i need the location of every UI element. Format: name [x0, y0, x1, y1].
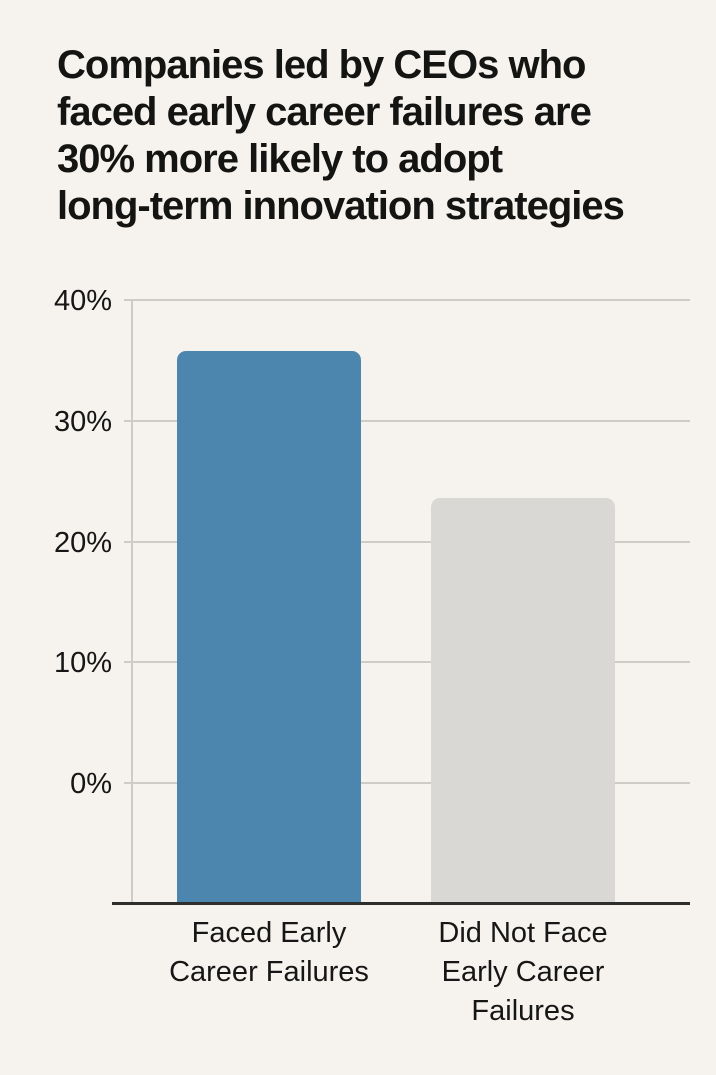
gridline-20% [124, 540, 690, 543]
y-tick-label-20%: 20% [53, 526, 112, 559]
gridline-0% [124, 782, 690, 785]
gridline-30% [124, 419, 690, 422]
x-axis-label-line: Career Failures [169, 956, 369, 988]
x-axis-label-2: Did Not Face Early Career Failures [393, 914, 653, 1031]
x-axis-line [112, 902, 690, 905]
x-axis-label-line: Did Not Face [438, 917, 608, 949]
chart-title-line-1: Companies led by CEOs who [57, 43, 586, 87]
chart-title-line-2: faced early career failures are [57, 90, 592, 134]
chart-title: Companies led by CEOs who faced early ca… [57, 42, 707, 230]
chart-title-line-4: long-term innovation strategies [57, 184, 625, 228]
y-tick-label-10%: 10% [53, 647, 112, 680]
y-tick-label-0%: 0% [70, 768, 112, 801]
gridline-40% [124, 299, 690, 301]
bar-faced-early-career-failures [177, 350, 361, 904]
x-axis-label-1: Faced Early Career Failures [139, 914, 399, 992]
y-tick-label-30%: 30% [53, 405, 112, 438]
chart-title-line-3: 30% more likely to adopt [57, 137, 503, 181]
bar-did-not-face-early-career-failures [431, 498, 615, 904]
gridline-10% [124, 661, 690, 664]
x-axis-label-line: Early Career [441, 956, 605, 988]
x-axis-label-line: Failures [471, 995, 575, 1027]
y-axis-line [131, 300, 133, 904]
x-axis-label-line: Faced Early [191, 917, 347, 949]
y-tick-label-40%: 40% [53, 285, 112, 317]
